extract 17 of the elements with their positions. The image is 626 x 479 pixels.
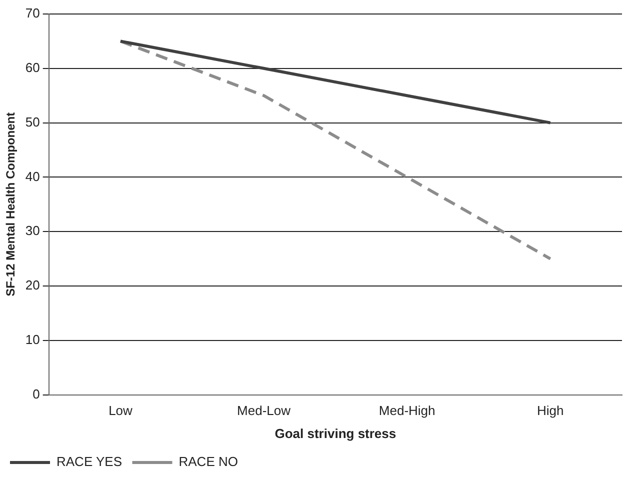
line-series	[119, 40, 552, 260]
y-tick-label: 60	[25, 60, 40, 75]
y-tick-label: 30	[25, 223, 40, 238]
y-tick-label: 10	[25, 332, 40, 347]
x-tick-label: Med-Low	[237, 403, 292, 418]
legend-label: RACE NO	[178, 454, 238, 470]
y-tick-label: 40	[25, 168, 40, 184]
y-tick-label: 0	[32, 386, 40, 402]
x-tick-label: Med-High	[378, 403, 436, 418]
y-tick-label: 50	[25, 114, 40, 130]
x-tick-label: High	[536, 403, 564, 418]
y-tick-label: 20	[25, 278, 40, 293]
x-axis-title: Goal striving stress	[274, 426, 396, 441]
y-tick-label: 70	[25, 6, 40, 21]
x-tick-label: Low	[108, 403, 134, 418]
legend-label: RACE YES	[56, 454, 122, 470]
y-axis-title: SF-12 Mental Health Component	[4, 112, 18, 296]
